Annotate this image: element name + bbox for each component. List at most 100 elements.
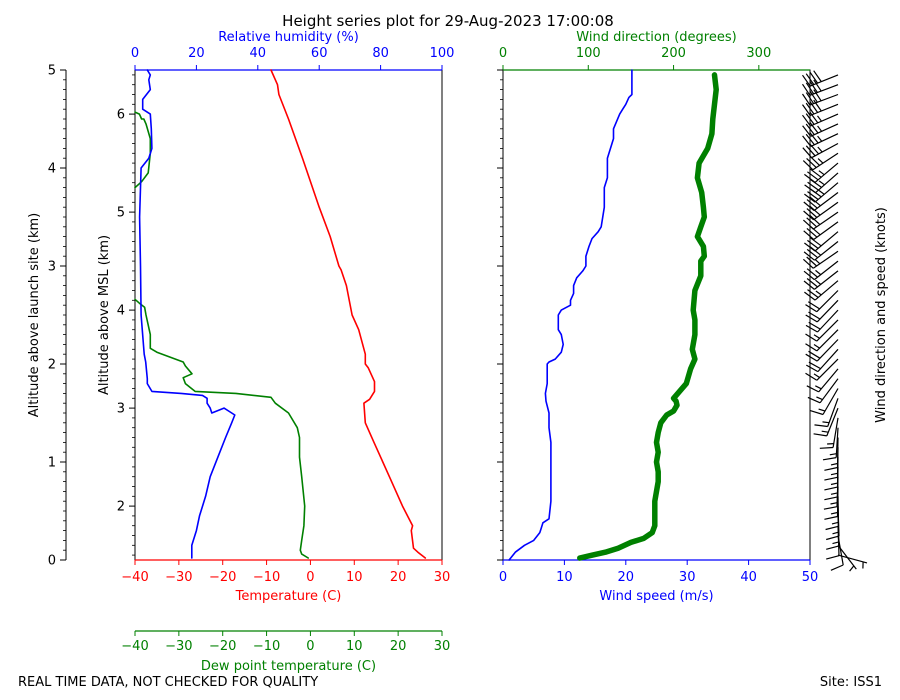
wind-barb-half <box>817 158 824 164</box>
direction-tick-label: 0 <box>499 46 507 61</box>
speed-tick-label: 20 <box>618 570 635 585</box>
wind-barb-full <box>809 205 821 216</box>
alt-site-tick-label: 5 <box>48 64 56 79</box>
wind-barb-half <box>818 180 825 186</box>
wind-barb-half <box>818 189 825 195</box>
wind-barb-shaft <box>814 241 839 261</box>
direction-tick-label: 200 <box>661 46 686 61</box>
wind-barb-shaft <box>832 417 839 448</box>
temperature-tick-label: 0 <box>306 570 314 585</box>
wind-barb <box>802 211 839 230</box>
wind-barb-shaft <box>809 103 839 117</box>
wind-barb-full <box>809 101 819 113</box>
wind-barb-full <box>802 147 813 159</box>
chart-title: Height series plot for 29-Aug-2023 17:00… <box>282 12 614 30</box>
dewpoint-axis-label: Dew point temperature (C) <box>201 659 376 674</box>
wind-barb-half <box>815 269 822 276</box>
wind-barb-full <box>805 92 815 105</box>
humidity-tick-label: 80 <box>372 46 389 61</box>
wind-barb-full <box>802 219 814 230</box>
wind-barb-full <box>803 280 815 290</box>
wind-barb-shaft <box>816 358 839 381</box>
wind-barb-full <box>824 496 838 501</box>
wind-barb <box>805 339 839 362</box>
wind-barb-full <box>813 99 822 112</box>
wind-barb-full <box>804 242 816 252</box>
wind-barb-full <box>807 191 819 200</box>
wind-barb-half <box>813 334 820 339</box>
wind-barb-half <box>813 343 820 349</box>
wind-barb-half <box>818 170 825 176</box>
wind-barb-full <box>806 256 818 267</box>
alt-site-tick-label: 0 <box>48 554 56 569</box>
wind-barb <box>804 231 839 252</box>
wind-barb-full <box>804 184 816 194</box>
alt-msl-tick-label: 4 <box>117 304 125 319</box>
wind-barb-full <box>809 215 821 226</box>
wind-barb-shaft <box>811 142 839 159</box>
wind-barb <box>803 260 839 281</box>
wind-barb-shaft <box>812 152 839 171</box>
humidity-tick-label: 0 <box>131 46 139 61</box>
wind-barb <box>802 70 839 87</box>
wind-barb-full <box>809 81 818 93</box>
wind-barb-shaft <box>809 84 839 96</box>
wind-barb-shaft <box>837 554 868 564</box>
wind-barb <box>803 192 839 212</box>
wind-barb-full <box>825 525 839 531</box>
wind-barb-full <box>824 486 838 491</box>
wind-barb-half <box>830 502 838 505</box>
wind-barb-shaft <box>814 231 839 252</box>
wind-barb-half <box>830 472 838 476</box>
wind-barb-half <box>815 279 822 285</box>
temperature-tick-label: −30 <box>165 570 192 585</box>
wind-barb-full <box>822 457 837 461</box>
wind-barb <box>803 270 839 290</box>
wind-barb-full <box>807 171 819 181</box>
alt-msl-tick-label: 2 <box>117 500 125 515</box>
wind-barb-half <box>817 146 823 153</box>
wind-barb-full <box>805 133 815 146</box>
wind-barb-full <box>806 385 819 393</box>
wind-barb-shaft <box>815 172 839 194</box>
wind-barb-shaft <box>814 270 839 290</box>
wind-barb-shaft <box>814 280 839 301</box>
wind-barb-full <box>804 193 816 203</box>
wind-barb-full <box>805 353 818 362</box>
dewpoint-tick-label: −40 <box>121 639 148 654</box>
wind-barb-half <box>815 385 822 390</box>
wind-barb-shaft <box>816 319 839 342</box>
wind-barb-full <box>819 446 834 449</box>
wind-barb-half <box>832 541 840 545</box>
wind-barb-full <box>802 83 811 96</box>
wind-barb-full <box>810 237 822 247</box>
wind-barb-shaft <box>809 93 839 106</box>
dewpoint-tick-label: 30 <box>434 639 451 654</box>
wind-barb-full <box>824 515 838 520</box>
temperature-axis-label: Temperature (C) <box>235 589 342 604</box>
wind-barb-full <box>805 73 815 85</box>
alt-site-tick-label: 2 <box>48 358 56 373</box>
wind-barb-half <box>832 531 840 535</box>
speed-tick-label: 30 <box>679 570 696 585</box>
wind-barb-half <box>814 258 821 265</box>
wind-barb <box>805 329 839 352</box>
wind-barb-full <box>810 168 822 178</box>
wind-barb-full <box>804 291 816 301</box>
wind-barb-shaft <box>814 260 839 281</box>
wind-barb-shaft <box>814 162 839 183</box>
wind-barb-shaft <box>809 74 839 87</box>
wind-barb-full <box>808 311 821 320</box>
wind-barb-full <box>807 239 819 249</box>
wind-barb-full <box>809 155 821 166</box>
dewpoint-line <box>134 111 152 189</box>
wind-barb-half <box>816 396 823 401</box>
wind-barb-full <box>806 248 819 259</box>
wind-barb <box>813 407 839 437</box>
wind-barb <box>819 417 839 449</box>
temperature-tick-label: 30 <box>434 570 451 585</box>
wind-barb <box>830 535 844 571</box>
speed-tick-label: 50 <box>802 570 819 585</box>
dewpoint-line <box>134 298 309 559</box>
